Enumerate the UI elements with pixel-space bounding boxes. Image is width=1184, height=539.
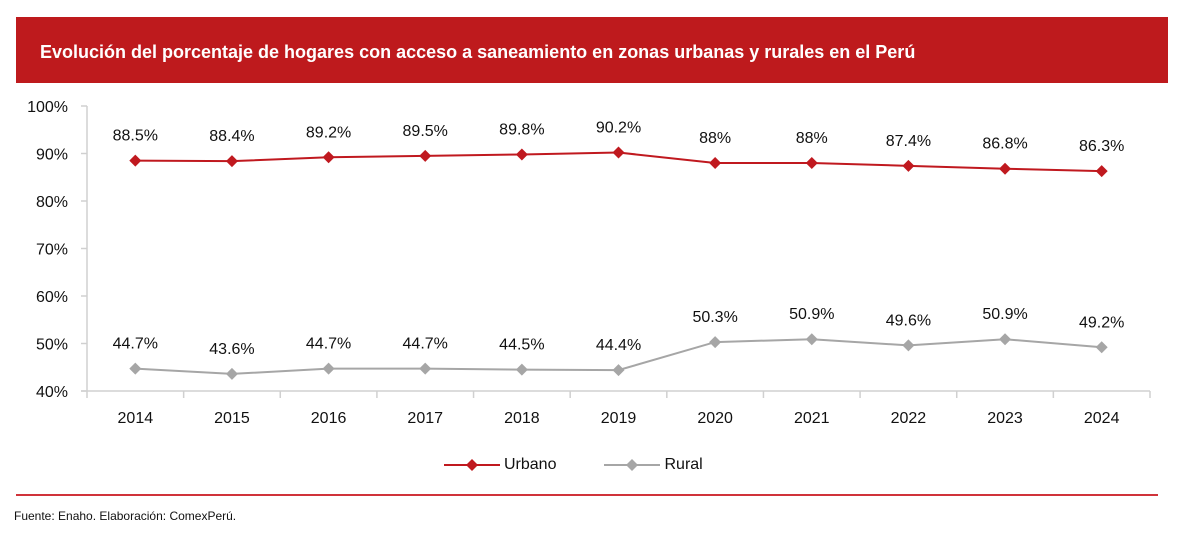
rural-point: [322, 362, 335, 375]
rural-data-label: 44.5%: [499, 337, 544, 354]
rural-point: [419, 362, 432, 375]
urbano-point: [709, 157, 722, 169]
urbano-point: [515, 148, 528, 161]
rural-point: [129, 362, 142, 375]
rural-point: [612, 364, 625, 377]
urbano-data-label: 89.5%: [403, 123, 448, 140]
legend: Urbano Rural: [444, 456, 751, 474]
x-tick-label: 2018: [504, 410, 540, 427]
urbano-point: [805, 157, 818, 169]
urbano-data-label: 86.8%: [982, 136, 1027, 153]
x-tick-label: 2024: [1084, 410, 1120, 427]
legend-label-rural: Rural: [664, 456, 703, 473]
urbano-point: [225, 155, 238, 168]
y-tick-label: 80%: [36, 194, 68, 211]
rural-point: [805, 333, 818, 346]
title-bar: Evolución del porcentaje de hogares con …: [16, 17, 1168, 83]
x-tick-label: 2019: [601, 410, 637, 427]
urbano-point: [902, 159, 915, 172]
rural-legend-marker-icon: [604, 459, 661, 471]
rural-data-label: 50.9%: [789, 306, 834, 323]
urbano-data-label: 89.8%: [499, 121, 544, 138]
rural-data-label: 44.7%: [306, 336, 351, 353]
urbano-point: [999, 162, 1012, 175]
urbano-data-label: 87.4%: [886, 133, 931, 150]
rural-point: [515, 363, 528, 376]
legend-item-rural[interactable]: Rural: [604, 456, 703, 474]
y-tick-label: 100%: [27, 99, 68, 116]
rural-data-label: 49.2%: [1079, 314, 1124, 331]
urbano-point: [612, 146, 625, 159]
urbano-point: [322, 151, 335, 164]
rural-data-label: 44.7%: [113, 336, 158, 353]
y-tick-label: 70%: [36, 242, 68, 259]
rural-data-label: 44.4%: [596, 337, 641, 354]
rural-point: [1095, 341, 1108, 354]
line-chart: 40% 50% 60% 70% 80% 90% 100% 2014 2015 2016 2017 20…: [27, 99, 1151, 427]
x-tick-label: 2015: [214, 410, 250, 427]
urbano-legend-marker-icon: [444, 459, 500, 471]
rural-data-label: 43.6%: [209, 341, 254, 358]
rural-point: [999, 333, 1012, 346]
urbano-data-label: 88%: [699, 130, 731, 147]
urbano-point: [129, 154, 142, 167]
x-tick-label: 2020: [697, 410, 733, 427]
chart-title: Evolución del porcentaje de hogares con …: [40, 42, 916, 62]
x-tick-label: 2023: [987, 410, 1023, 427]
axes: 40% 50% 60% 70% 80% 90% 100% 2014 2015 2016 2017 20…: [27, 99, 1151, 427]
x-tick-label: 2021: [794, 410, 830, 427]
urbano-data-label: 89.2%: [306, 124, 351, 141]
series-group: [129, 146, 1108, 380]
urbano-data-label: 90.2%: [596, 120, 641, 137]
rural-point: [902, 339, 915, 352]
x-tick-label: 2017: [407, 410, 443, 427]
rural-point: [709, 336, 722, 349]
urbano-data-label: 88.5%: [113, 128, 158, 145]
y-tick-label: 90%: [36, 147, 68, 164]
rural-data-label: 44.7%: [403, 336, 448, 353]
legend-label-urbano: Urbano: [504, 456, 557, 473]
y-tick-label: 50%: [36, 337, 68, 354]
legend-item-urbano[interactable]: Urbano: [444, 456, 556, 474]
rural-data-label: 50.3%: [692, 309, 737, 326]
x-tick-label: 2014: [118, 410, 154, 427]
data-labels: 88.5% 88.4% 89.2% 89.5% 89.8% 90.2% 88% 88% 87.4…: [113, 120, 1125, 358]
divider-rule: [16, 494, 1158, 496]
rural-data-label: 49.6%: [886, 312, 931, 329]
source-note: Fuente: Enaho. Elaboración: ComexPerú.: [14, 509, 237, 523]
x-tick-label: 2016: [311, 410, 347, 427]
rural-point: [225, 367, 238, 380]
y-tick-label: 60%: [36, 289, 68, 306]
y-tick-label: 40%: [36, 384, 68, 401]
x-tick-label: 2022: [891, 410, 927, 427]
urbano-data-label: 88.4%: [209, 128, 254, 145]
urbano-point: [1095, 165, 1108, 178]
urbano-data-label: 86.3%: [1079, 138, 1124, 155]
rural-data-label: 50.9%: [982, 306, 1027, 323]
urbano-data-label: 88%: [796, 130, 828, 147]
urbano-point: [419, 149, 432, 162]
